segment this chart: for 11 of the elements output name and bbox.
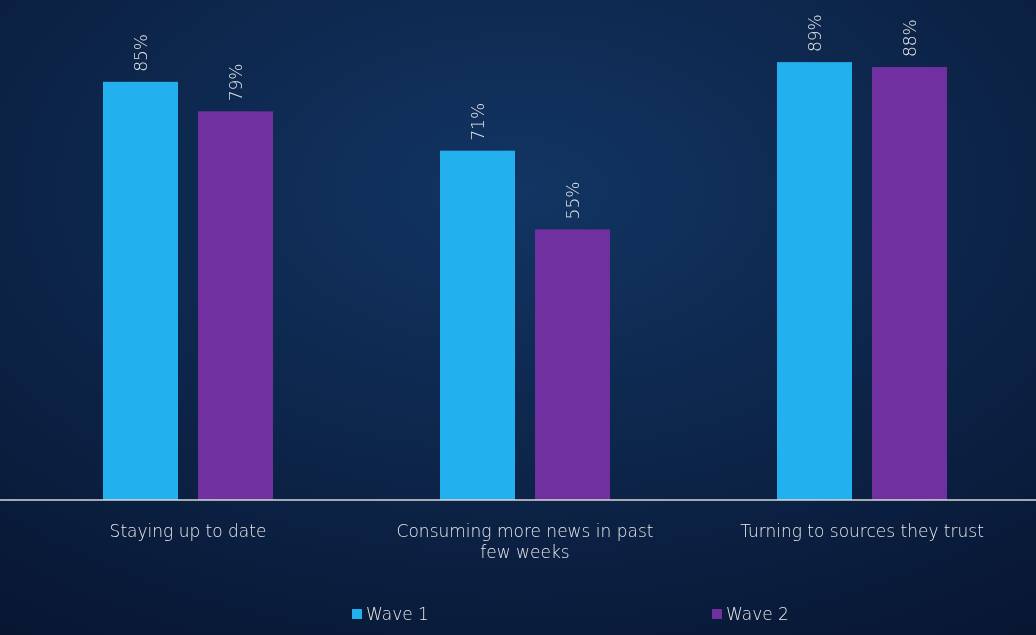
data-label: 55%: [562, 181, 583, 220]
data-label: 79%: [225, 63, 246, 102]
legend-label: Wave 2: [726, 604, 789, 624]
data-label: 89%: [804, 14, 825, 53]
data-label: 71%: [467, 102, 488, 141]
x-tick-label: Staying up to date: [109, 521, 267, 541]
data-label: 85%: [130, 34, 151, 72]
data-label: 88%: [899, 19, 920, 58]
x-tick-label: Turning to sources they trust: [740, 521, 984, 541]
legend-label: Wave 1: [366, 604, 429, 624]
x-tick-label: Consuming more news in past few weeks: [396, 521, 654, 562]
